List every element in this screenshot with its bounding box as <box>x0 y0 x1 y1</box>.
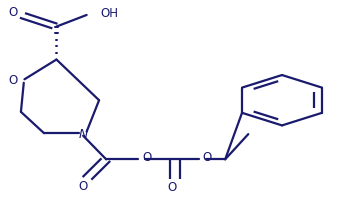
Text: O: O <box>143 151 152 164</box>
Text: N: N <box>78 128 88 141</box>
Text: O: O <box>9 74 18 87</box>
Text: O: O <box>9 6 18 19</box>
Text: O: O <box>167 181 176 194</box>
Text: O: O <box>78 180 88 193</box>
Text: OH: OH <box>100 7 118 20</box>
Text: O: O <box>202 151 212 164</box>
